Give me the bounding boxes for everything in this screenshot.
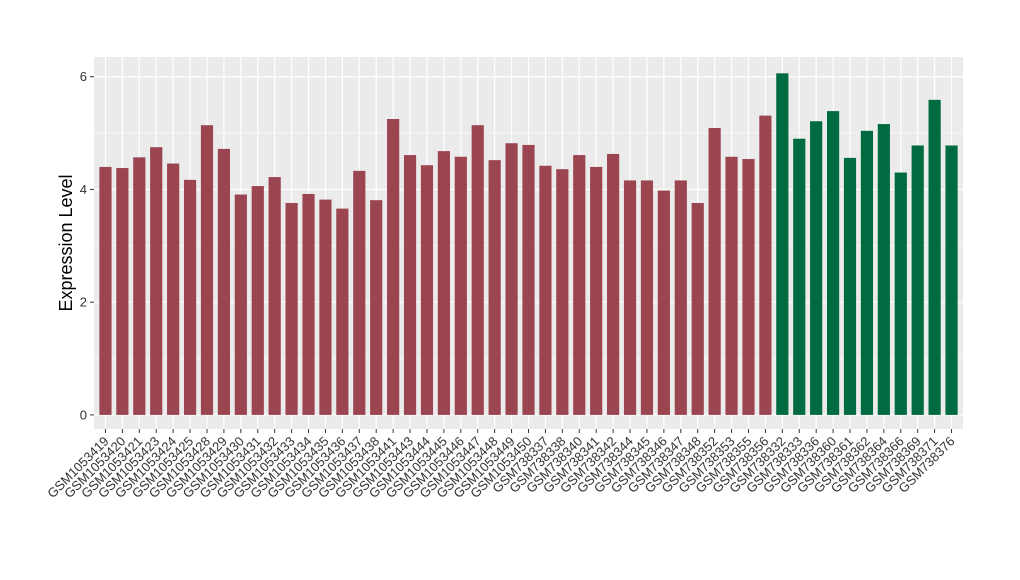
bar (826, 111, 840, 415)
bar (200, 125, 214, 415)
bar (793, 138, 806, 415)
y-axis-title: Expression Level (56, 174, 76, 311)
bar (336, 208, 349, 415)
bar (167, 163, 180, 415)
bar (403, 155, 417, 415)
bar (217, 148, 231, 415)
bar (471, 125, 484, 415)
bar (556, 169, 569, 415)
bar (894, 172, 907, 415)
bar (945, 145, 958, 415)
bar (911, 145, 924, 415)
bar (725, 156, 738, 415)
bar (708, 128, 721, 415)
bar (116, 168, 129, 415)
bar (776, 73, 789, 415)
bar (810, 121, 823, 415)
bar (877, 124, 890, 415)
bar (183, 179, 197, 415)
bars-layer (99, 73, 958, 415)
bar (150, 147, 163, 415)
bar (133, 157, 146, 415)
y-tick-label: 0 (80, 407, 87, 422)
bar (353, 170, 366, 415)
bar (370, 200, 383, 415)
bar (99, 166, 112, 415)
bar (657, 190, 670, 415)
bar (234, 194, 247, 415)
y-tick-label: 2 (80, 295, 87, 310)
bar (522, 144, 535, 415)
bar (843, 157, 857, 415)
bar (539, 165, 552, 415)
x-axis: GSM1053419GSM1053420GSM1053421GSM1053423… (44, 429, 958, 501)
bar (674, 180, 687, 415)
bar (640, 180, 654, 415)
y-tick-label: 4 (80, 182, 87, 197)
bar (691, 202, 704, 415)
bar (623, 180, 637, 415)
bar (928, 99, 941, 415)
bar (488, 160, 501, 415)
bar (319, 199, 332, 415)
bar (759, 115, 772, 415)
y-axis: 0 2 4 6 (80, 69, 94, 422)
bar (590, 166, 603, 415)
bar (420, 165, 434, 415)
bar (285, 202, 298, 415)
bar (454, 156, 467, 415)
bar (505, 143, 518, 415)
bar (742, 159, 755, 415)
bar (302, 193, 315, 415)
bar (437, 151, 450, 415)
bar (387, 119, 400, 415)
y-tick-label: 6 (80, 69, 87, 84)
bar (268, 177, 281, 415)
bar (607, 153, 620, 415)
bar (251, 186, 264, 415)
bar (860, 130, 874, 415)
bar (573, 155, 586, 415)
